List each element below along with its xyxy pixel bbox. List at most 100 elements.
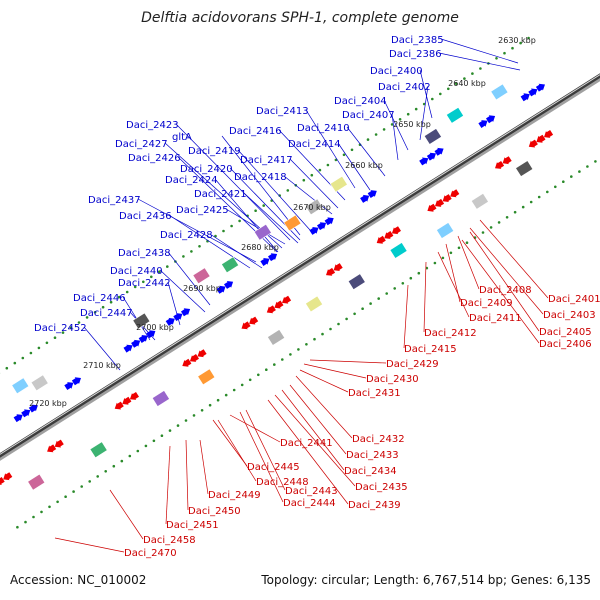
scale-tick [72,490,75,493]
leader-line [419,85,429,141]
reverse-gene-arrow [114,401,124,410]
forward-gene-arrow [535,83,545,92]
forward-gene-arrow [216,285,226,294]
gene-label: Daci_2386 [389,49,442,60]
scale-tick [112,464,116,468]
forward-gene-arrow [165,317,175,326]
gene-label: Daci_2401 [548,294,600,305]
scale-tick [166,265,169,268]
scale-tick [96,475,99,478]
scale-tick [200,409,204,412]
scale-tick [48,505,51,509]
scale-tick [369,302,372,305]
scale-tick [80,485,83,488]
reverse-gene-arrow [182,358,192,367]
scale-tick [208,403,212,407]
gene-label: Daci_2433 [346,450,399,461]
scale-tick [88,480,91,483]
leader-line [243,192,299,244]
map-title: Delftia acidovorans SPH-1, complete geno… [141,10,459,26]
forward-gene-arrow [138,335,148,343]
reverse-gene-arrow [326,267,336,276]
scale-tick [385,292,389,295]
reverse-gene-arrow [241,321,251,330]
gene-label: Daci_2403 [543,310,596,321]
leader-line [457,235,480,290]
leader-line [289,384,347,455]
forward-gene-arrow [434,147,444,156]
scale-tick [192,414,196,417]
gene-label: Daci_2444 [283,498,336,509]
scale-tick [489,226,493,229]
leader-line [209,233,263,269]
scale-tick [519,41,522,45]
gene-label: Daci_2450 [188,506,241,517]
scale-label: 2660 kbp [345,161,383,170]
reverse-gene-arrow [54,439,64,448]
leader-line [109,489,144,540]
scale-tick [546,190,549,194]
gene-label: Daci_2417 [240,155,293,166]
forward-gene-arrow [360,194,370,203]
scale-tick [214,234,217,238]
scale-tick [393,287,397,290]
leader-line [167,251,211,306]
gene-label: Daci_2439 [348,500,401,511]
scale-tick [53,336,57,340]
backbone-line [0,73,600,458]
gene-label: Daci_2405 [539,327,592,338]
forward-gene-arrow [28,404,38,413]
feature-box [27,473,46,491]
gene-label: Daci_2400 [370,66,423,77]
gene-label: gltA [172,132,192,143]
gene-label: Daci_2409 [460,298,513,309]
reverse-gene-arrow [536,134,546,143]
leader-line [225,208,286,245]
scale-tick [222,229,225,233]
scale-tick [13,361,17,365]
scale-tick [471,72,474,75]
gene-label: Daci_2411 [469,313,522,324]
reverse-gene-arrow [282,295,292,304]
feature-box [221,256,240,274]
scale-tick [366,138,370,141]
scale-tick [286,189,290,192]
forward-gene-arrow [13,414,23,423]
scale-tick [101,305,105,309]
scale-tick [32,515,35,519]
scale-tick [361,307,364,311]
scale-tick [513,210,517,214]
gene-labels: Daci_2385 Daci_2386 Daci_2400 Daci_2402 Daci… [34,35,600,559]
scale-tick [406,112,410,116]
leader-line [289,158,339,209]
scale-tick [433,261,437,265]
forward-gene-arrow [123,344,133,353]
scale-tick [216,398,220,402]
leader-line [217,419,257,482]
forward-gene-arrow [419,157,429,166]
feature-box [132,312,151,330]
leader-line [303,363,367,379]
leader-line [419,69,433,119]
leader-line [440,38,519,64]
gene-label: Daci_2410 [297,123,350,134]
reverse-gene-arrow [442,194,452,202]
reverse-gene-arrow [47,444,57,453]
forward-gene-arrow [478,120,488,128]
scale-tick [481,231,485,234]
forward-gene-arrow [520,93,530,102]
reverse-gene-arrow [376,235,386,244]
scale-tick [422,102,426,106]
reverse-gene-arrow [495,161,505,169]
gene-label: Daci_2421 [194,189,247,200]
leader-line [346,126,386,177]
feature-box [490,83,509,101]
feature-box [30,374,49,392]
feature-box [192,267,211,285]
scale-tick [439,92,442,96]
scale-tick [554,185,557,189]
reverse-gene-arrow [129,392,139,400]
scale-label: 2700 kbp [136,323,174,332]
reverse-gene-arrow [333,263,343,271]
